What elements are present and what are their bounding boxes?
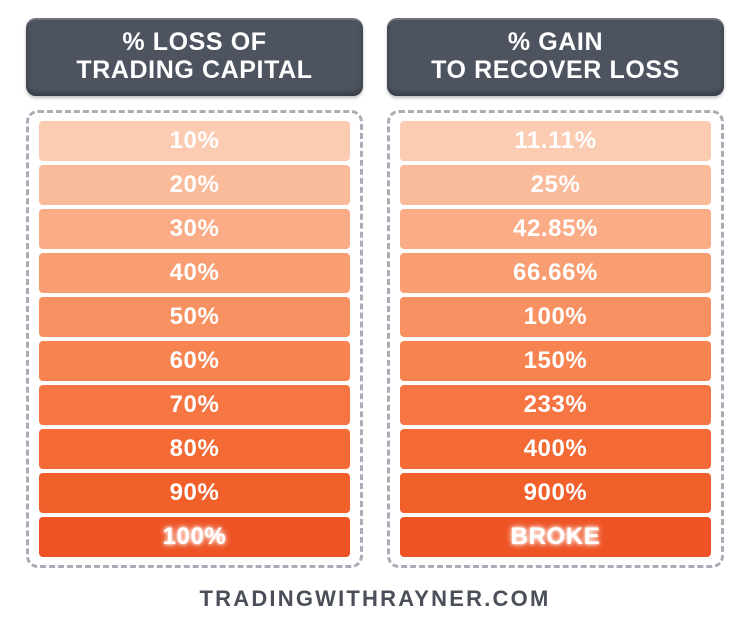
loss-cell: 40% <box>39 253 350 293</box>
loss-cell: 100% <box>39 517 350 557</box>
loss-cell: 50% <box>39 297 350 337</box>
loss-column-header: % LOSS OF TRADING CAPITAL <box>26 18 363 96</box>
gain-cell: BROKE <box>400 517 711 557</box>
two-column-layout: % LOSS OF TRADING CAPITAL 10%20%30%40%50… <box>26 18 724 568</box>
loss-column: % LOSS OF TRADING CAPITAL 10%20%30%40%50… <box>26 18 363 568</box>
loss-header-line-1: % LOSS OF <box>122 28 266 56</box>
gain-column: % GAIN TO RECOVER LOSS 11.11%25%42.85%66… <box>387 18 724 568</box>
gain-cell: 400% <box>400 429 711 469</box>
gain-header-line-1: % GAIN <box>508 28 603 56</box>
infographic-canvas: % LOSS OF TRADING CAPITAL 10%20%30%40%50… <box>0 0 750 617</box>
loss-cell: 30% <box>39 209 350 249</box>
gain-cell: 25% <box>400 165 711 205</box>
gain-cell: 233% <box>400 385 711 425</box>
gain-header-line-2: TO RECOVER LOSS <box>431 56 680 84</box>
footer-credit: TRADINGWITHRAYNER.COM <box>26 586 724 612</box>
gain-cell: 42.85% <box>400 209 711 249</box>
loss-cell: 80% <box>39 429 350 469</box>
gain-cell: 66.66% <box>400 253 711 293</box>
gain-cell: 900% <box>400 473 711 513</box>
loss-cell: 60% <box>39 341 350 381</box>
gain-cell: 150% <box>400 341 711 381</box>
loss-cell: 90% <box>39 473 350 513</box>
loss-cell: 10% <box>39 121 350 161</box>
loss-cell: 20% <box>39 165 350 205</box>
gain-column-body: 11.11%25%42.85%66.66%100%150%233%400%900… <box>387 110 724 568</box>
loss-cell: 70% <box>39 385 350 425</box>
loss-column-body: 10%20%30%40%50%60%70%80%90%100% <box>26 110 363 568</box>
gain-column-header: % GAIN TO RECOVER LOSS <box>387 18 724 96</box>
loss-header-line-2: TRADING CAPITAL <box>76 56 312 84</box>
gain-cell: 11.11% <box>400 121 711 161</box>
gain-cell: 100% <box>400 297 711 337</box>
